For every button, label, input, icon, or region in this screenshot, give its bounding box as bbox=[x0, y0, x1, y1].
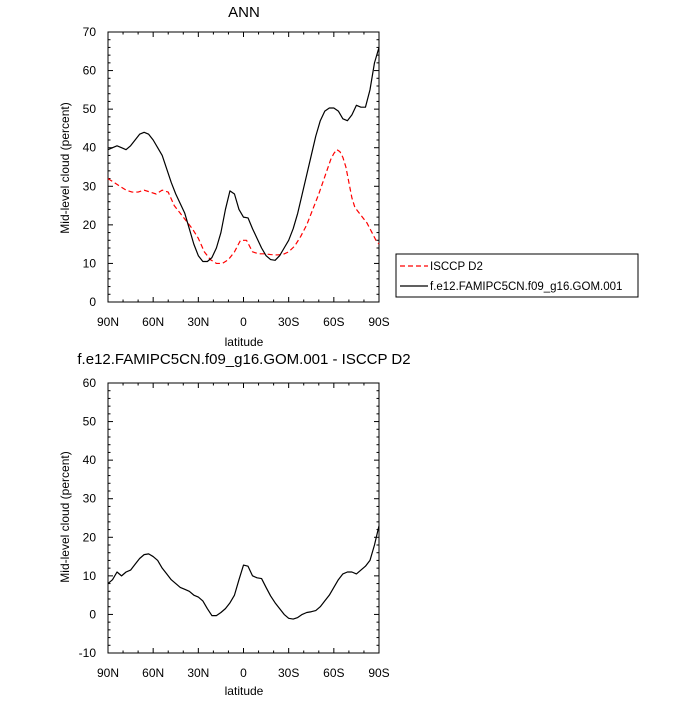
y-tick-label: 0 bbox=[89, 295, 96, 309]
x-tick-label: 30S bbox=[278, 666, 299, 680]
plot-frame bbox=[107, 31, 380, 303]
plot-frame bbox=[107, 382, 380, 654]
chart-title: ANN bbox=[228, 4, 260, 21]
series-line-1-0 bbox=[107, 525, 380, 620]
y-tick-label: 60 bbox=[83, 376, 97, 390]
x-tick-label: 60S bbox=[323, 315, 344, 329]
y-tick-label: 70 bbox=[83, 25, 97, 39]
y-tick-label: 60 bbox=[83, 64, 97, 78]
x-tick-label: 30S bbox=[278, 315, 299, 329]
x-tick-label: 0 bbox=[240, 666, 247, 680]
y-tick-label: 40 bbox=[83, 453, 97, 467]
x-tick-label: 60N bbox=[142, 666, 164, 680]
y-tick-label: 50 bbox=[83, 415, 97, 429]
x-tick-label: 90S bbox=[368, 315, 389, 329]
y-tick-label: 0 bbox=[89, 607, 96, 621]
series-line-0-1 bbox=[107, 47, 380, 263]
y-axis-label-bottom: Mid-level cloud (percent) bbox=[58, 451, 72, 582]
y-tick-label: 20 bbox=[83, 530, 97, 544]
y-tick-label: -10 bbox=[79, 646, 97, 660]
y-tick-label: 40 bbox=[83, 141, 97, 155]
top-panel: ANN Mid-level cloud (percent) latitude 9… bbox=[58, 4, 390, 349]
bottom-panel: f.e12.FAMIPC5CN.f09_g16.GOM.001 - ISCCP … bbox=[58, 351, 411, 698]
x-tick-label: 30N bbox=[187, 666, 209, 680]
difference-chart-title: f.e12.FAMIPC5CN.f09_g16.GOM.001 - ISCCP … bbox=[77, 351, 410, 368]
x-tick-label: 90S bbox=[368, 666, 389, 680]
x-axis-label-bottom: latitude bbox=[225, 684, 264, 698]
legend: ISCCP D2 f.e12.FAMIPC5CN.f09_g16.GOM.001 bbox=[395, 253, 639, 298]
y-tick-label: 50 bbox=[83, 102, 97, 116]
legend-box bbox=[395, 253, 639, 298]
legend-label-isccp: ISCCP D2 bbox=[430, 261, 483, 273]
x-tick-label: 0 bbox=[240, 315, 247, 329]
x-tick-label: 60N bbox=[142, 315, 164, 329]
x-tick-label: 60S bbox=[323, 666, 344, 680]
legend-label-model: f.e12.FAMIPC5CN.f09_g16.GOM.001 bbox=[430, 281, 622, 293]
series-line-0-0 bbox=[107, 149, 380, 265]
x-tick-label: 90N bbox=[97, 666, 119, 680]
y-tick-label: 20 bbox=[83, 218, 97, 232]
x-tick-label: 90N bbox=[97, 315, 119, 329]
x-tick-label: 30N bbox=[187, 315, 209, 329]
y-tick-label: 10 bbox=[83, 569, 97, 583]
y-tick-label: 30 bbox=[83, 492, 97, 506]
y-axis-label: Mid-level cloud (percent) bbox=[58, 102, 72, 233]
y-tick-label: 30 bbox=[83, 179, 97, 193]
y-tick-label: 10 bbox=[83, 256, 97, 270]
x-axis-label: latitude bbox=[225, 335, 264, 349]
